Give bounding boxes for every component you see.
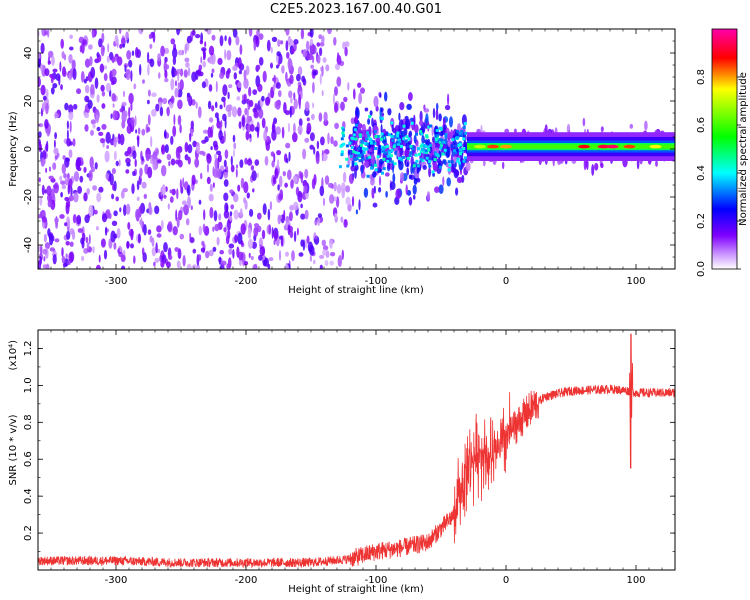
y-tick-label: 0.8 [23, 414, 34, 430]
snr-plot: -300 -200 -100 0 100 0.2 0.4 0.6 0.8 1.0 1.2 Heigh… [8, 329, 676, 595]
x-tick-label: 100 [626, 276, 645, 287]
y-tick-label: 1.0 [23, 377, 34, 393]
colorbar-label: Normalized spectral amplitude [738, 72, 749, 226]
figure-title: C2E5.2023.167.00.40.G01 [269, 2, 443, 17]
y-tick-label: 1.2 [23, 341, 34, 357]
y-tick-label: 20 [23, 95, 34, 108]
colorbar-ticks: 0.0 0.2 0.4 0.6 0.8 [696, 69, 741, 277]
x-tick-label: -100 [365, 575, 388, 586]
x-tick-label: -100 [365, 276, 388, 287]
bottom-plot-frame [37, 329, 676, 571]
x-tick-label: -300 [105, 575, 128, 586]
snr-series-line [38, 333, 675, 569]
top-y-axis-label: Frequency (Hz) [8, 111, 19, 187]
x-tick-label: 100 [626, 575, 645, 586]
x-tick-label: -300 [105, 276, 128, 287]
colorbar-tick-label: 0.8 [696, 69, 707, 85]
colorbar-tick-label: 0.4 [696, 165, 707, 181]
y-tick-label: 0.6 [23, 451, 34, 467]
y-tick-label: -40 [23, 237, 34, 253]
colorbar-gradient [711, 28, 738, 270]
x-tick-label: 0 [503, 575, 509, 586]
y-tick-label: 0.4 [23, 488, 34, 504]
x-tick-label: 0 [503, 276, 509, 287]
colorbar-tick-label: 0.0 [696, 261, 707, 277]
top-x-axis-label: Height of straight line (km) [288, 285, 424, 296]
x-tick-label: -200 [235, 575, 258, 586]
spectrogram-heatmap [38, 29, 675, 269]
colorbar: 0.0 0.2 0.4 0.6 0.8 Normalized spectral ampl… [696, 28, 749, 277]
bottom-y-axis-label: SNR (10 * v/v) [8, 414, 19, 485]
colorbar-tick-label: 0.6 [696, 117, 707, 133]
bottom-y-multiplier: (x10⁴) [8, 340, 19, 371]
y-tick-label: 40 [23, 47, 34, 60]
bottom-axis-ticks: -300 -200 -100 0 100 0.2 0.4 0.6 0.8 1.0 1.2 [23, 330, 676, 586]
colorbar-tick-label: 0.2 [696, 213, 707, 229]
y-tick-label: -20 [23, 189, 34, 205]
y-tick-label: 0.2 [23, 525, 34, 541]
bottom-x-axis-label: Height of straight line (km) [288, 584, 424, 595]
y-tick-label: 0 [23, 146, 34, 152]
x-tick-label: -200 [235, 276, 258, 287]
